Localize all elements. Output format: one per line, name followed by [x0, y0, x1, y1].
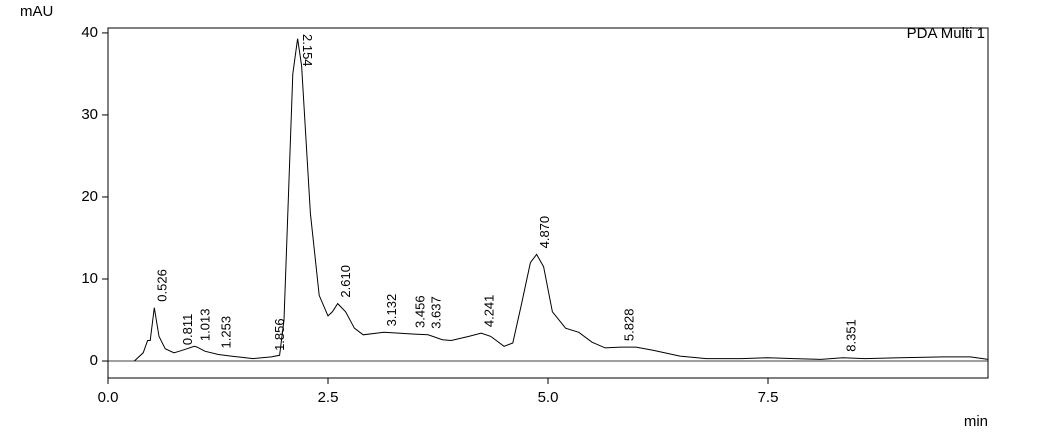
y-axis-label: mAU: [20, 3, 53, 20]
peak-label: 1.013: [198, 309, 213, 342]
x-tick-label: 7.5: [758, 389, 779, 406]
y-tick-label: 10: [81, 270, 98, 287]
x-tick-label: 2.5: [318, 389, 339, 406]
y-tick-label: 30: [81, 106, 98, 123]
legend-label: PDA Multi 1: [907, 25, 985, 42]
peak-label: 8.351: [843, 319, 858, 352]
peak-label: 1.253: [219, 316, 234, 349]
peak-label: 1.856: [272, 318, 287, 351]
peak-label: 0.811: [180, 314, 195, 346]
y-tick-label: 0: [90, 352, 98, 369]
peak-label: 0.526: [155, 269, 170, 302]
peak-label: 3.132: [384, 294, 399, 327]
x-axis-label: min: [964, 413, 988, 430]
y-tick-label: 40: [81, 24, 98, 41]
peak-label: 5.828: [621, 309, 636, 342]
trace: [134, 38, 989, 362]
x-tick-label: 5.0: [538, 389, 559, 406]
peak-label: 2.610: [338, 265, 353, 298]
y-tick-label: 20: [81, 188, 98, 205]
peak-label: 4.870: [537, 216, 552, 249]
peak-label: 3.456: [413, 295, 428, 328]
x-tick-label: 0.0: [98, 389, 119, 406]
peak-label: 4.241: [482, 295, 497, 328]
peak-label: 3.637: [428, 296, 443, 329]
peak-label: 2.154: [300, 34, 315, 67]
